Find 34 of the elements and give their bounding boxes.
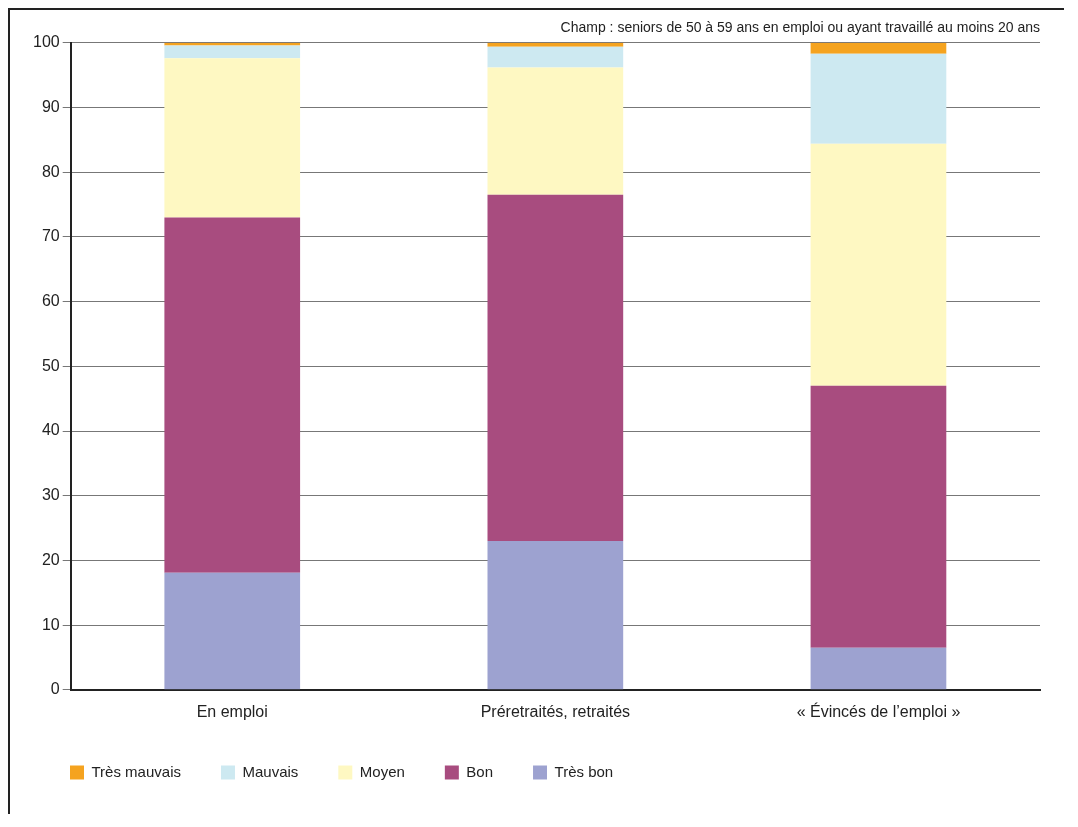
bar xyxy=(810,647,947,690)
legend-label: Très bon xyxy=(554,762,614,780)
bar xyxy=(810,53,947,144)
bar xyxy=(164,58,301,218)
bar xyxy=(487,46,624,68)
legend-label: Bon xyxy=(466,762,494,780)
bar xyxy=(810,42,947,54)
y-tick-label: 60 xyxy=(41,292,60,310)
text: Champ : seniors de 50 à 59 ans en emploi ou ayant travaillé au moins 20 ans xyxy=(560,19,1040,36)
x-tick-label: Préretraités, retraités xyxy=(480,702,631,720)
legend-label: Moyen xyxy=(359,762,405,780)
x-tick-label: « Évincés de l’emploi » xyxy=(796,701,961,720)
y-tick-label: 20 xyxy=(41,550,60,568)
bar xyxy=(810,385,947,648)
y-tick-label: 100 xyxy=(32,33,60,51)
y-tick-label: 30 xyxy=(41,486,60,504)
legend-label: Très mauvais xyxy=(91,762,181,780)
y-tick-label: 90 xyxy=(41,97,60,115)
y-tick-label: 70 xyxy=(41,227,60,245)
bar xyxy=(487,540,624,690)
bar xyxy=(164,45,301,59)
legend-label: Mauvais xyxy=(242,762,299,780)
bar xyxy=(164,217,301,573)
y-tick-label: 50 xyxy=(41,356,60,374)
y-tick-label: 40 xyxy=(41,421,60,439)
bar xyxy=(487,194,624,541)
y-tick-label: 10 xyxy=(41,615,60,633)
bar xyxy=(164,572,301,690)
bar xyxy=(487,67,624,195)
y-tick-label: 80 xyxy=(41,162,60,180)
x-tick-label: En emploi xyxy=(196,702,268,720)
y-tick-label: 0 xyxy=(50,680,60,698)
bar xyxy=(810,143,947,386)
bar xyxy=(487,42,624,47)
